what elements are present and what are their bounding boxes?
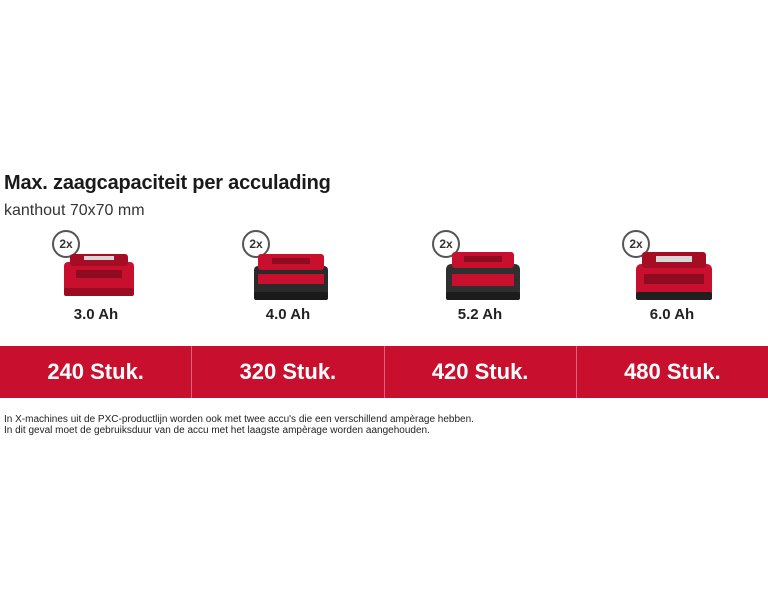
quantity-badge: 2x [52,230,80,258]
battery-pack-icon [64,254,134,296]
capacity-label: 4.0 Ah [265,306,311,323]
battery-column-5-2ah: 2x 5.2 Ah [384,226,576,328]
battery-column-4ah: 2x 4.0 Ah [192,226,384,328]
footnote-line-2: In dit geval moet de gebruiksduur van de… [4,425,430,436]
battery-pack-icon [254,254,328,300]
battery-column-6ah: 2x 6.0 Ah [576,226,768,328]
quantity-badge: 2x [242,230,270,258]
battery-column-3ah: 2x 3.0 Ah [0,226,192,328]
chart-title: Max. zaagcapaciteit per acculading [4,172,331,194]
result-cell-6ah: 480 Stuk. [624,359,721,384]
footnote-line-1: In X-machines uit de PXC-productlijn wor… [4,414,474,425]
result-cell-3ah: 240 Stuk. [0,346,193,398]
capacity-label: 5.2 Ah [457,306,503,323]
result-cell-5-2ah: 420 Stuk. [385,346,577,398]
battery-pack-icon [446,252,520,300]
battery-pack-icon [636,252,712,300]
results-band: 240 Stuk. 320 Stuk. 420 Stuk. 480 Stuk. [0,346,768,398]
capacity-label: 6.0 Ah [649,306,695,323]
chart-subtitle: kanthout 70x70 mm [4,202,145,219]
result-cell-4ah: 320 Stuk. [192,346,385,398]
footnote: In X-machines uit de PXC-productlijn wor… [4,414,604,436]
capacity-label: 3.0 Ah [73,306,119,323]
